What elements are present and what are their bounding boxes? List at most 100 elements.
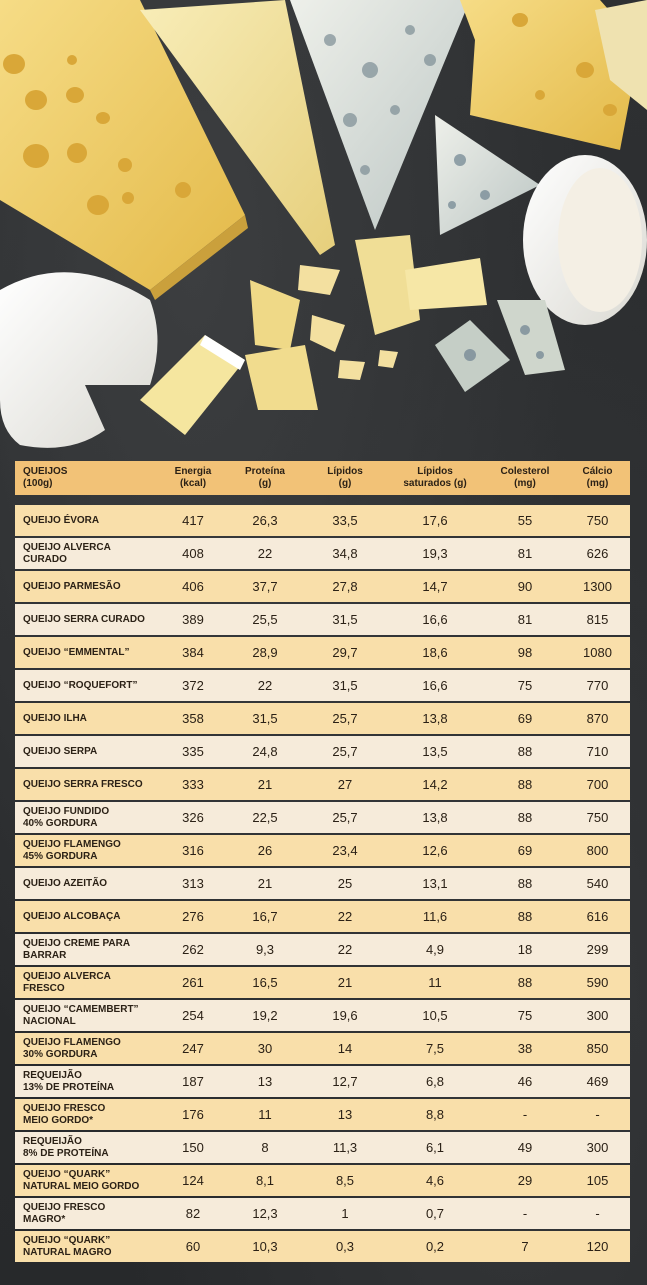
cell-lipidos: 22: [337, 909, 353, 924]
cell-calcio: 120: [586, 1239, 609, 1254]
cell-proteina: 12,3: [252, 1206, 278, 1221]
table-row: QUEIJO ÉVORA 417 26,3 33,5 17,6 55 750: [15, 505, 630, 536]
cell-saturados: 0,7: [425, 1206, 445, 1221]
cell-saturados: 14,7: [422, 579, 448, 594]
cell-colesterol: 98: [517, 645, 533, 660]
cell-colesterol: 88: [517, 810, 533, 825]
cell-proteina: 25,5: [252, 612, 278, 627]
cell-energia: 82: [185, 1206, 201, 1221]
cheese-name: QUEIJO SERRA CURADO: [23, 613, 145, 625]
cell-proteina: 16,7: [252, 909, 278, 924]
cell-colesterol: 7: [521, 1239, 529, 1254]
cheese-name: QUEIJO ALCOBAÇA: [23, 910, 121, 922]
cheese-name: QUEIJO “CAMEMBERT” NACIONAL: [23, 1003, 139, 1027]
cell-saturados: 17,6: [422, 513, 448, 528]
table-row: REQUEIJÃO 13% DE PROTEÍNA 187 13 12,7 6,8 46 4…: [15, 1066, 630, 1097]
cell-colesterol: 88: [517, 909, 533, 924]
cheese-name: REQUEIJÃO 8% DE PROTEÍNA: [23, 1135, 109, 1159]
cheese-name: QUEIJO ALVERCA FRESCO: [23, 970, 111, 994]
cheese-name: QUEIJO FRESCO MEIO GORDO*: [23, 1102, 106, 1126]
cell-lipidos: 8,5: [335, 1173, 355, 1188]
cell-proteina: 24,8: [252, 744, 278, 759]
cell-proteina: 16,5: [252, 975, 278, 990]
cell-energia: 124: [182, 1173, 204, 1188]
cheese-name: QUEIJO AZEITÃO: [23, 877, 108, 889]
cell-lipidos: 27,8: [332, 579, 358, 594]
table-row: QUEIJO SERRA CURADO 389 25,5 31,5 16,6 81 815: [15, 604, 630, 635]
cell-lipidos: 13: [337, 1107, 353, 1122]
table-row: QUEIJO “ROQUEFORT” 372 22 31,5 16,6 75 770: [15, 670, 630, 701]
cell-lipidos: 25: [337, 876, 353, 891]
cell-calcio: 750: [586, 810, 609, 825]
cheese-name: QUEIJO SERRA FRESCO: [23, 778, 143, 790]
cell-energia: 60: [185, 1239, 201, 1254]
cell-calcio: 850: [586, 1041, 609, 1056]
cell-proteina: 31,5: [252, 711, 278, 726]
cell-energia: 335: [182, 744, 204, 759]
table-row: QUEIJO “QUARK” NATURAL MAGRO 60 10,3 0,3 0,2…: [15, 1231, 630, 1262]
header-protein: Proteína (g): [244, 466, 285, 489]
table-row: QUEIJO FUNDIDO 40% GORDURA 326 22,5 25,7 13,…: [15, 802, 630, 833]
cell-saturados: 16,6: [422, 612, 448, 627]
cell-lipidos: 25,7: [332, 744, 358, 759]
cell-proteina: 21: [257, 876, 273, 891]
cell-calcio: 870: [586, 711, 609, 726]
cell-saturados: 13,8: [422, 711, 448, 726]
cell-colesterol: 88: [517, 744, 533, 759]
cell-energia: 261: [182, 975, 204, 990]
cheese-name: QUEIJO “ROQUEFORT”: [23, 679, 138, 691]
cell-colesterol: 18: [517, 942, 533, 957]
table-row: REQUEIJÃO 8% DE PROTEÍNA 150 8 11,3 6,1 49 300: [15, 1132, 630, 1163]
cell-energia: 316: [182, 843, 204, 858]
cell-proteina: 26: [257, 843, 273, 858]
cheese-name: QUEIJO “EMMENTAL”: [23, 646, 130, 658]
cell-calcio: -: [595, 1107, 600, 1122]
table-row: QUEIJO FLAMENGO 45% GORDURA 316 26 23,4 12,6…: [15, 835, 630, 866]
cell-colesterol: 49: [517, 1140, 533, 1155]
cell-proteina: 19,2: [252, 1008, 278, 1023]
cell-saturados: 12,6: [422, 843, 448, 858]
cell-lipidos: 12,7: [332, 1074, 358, 1089]
cell-lipidos: 27: [337, 777, 353, 792]
cell-lipidos: 33,5: [332, 513, 358, 528]
cheese-name: QUEIJO SERPA: [23, 745, 98, 757]
cell-calcio: 770: [586, 678, 609, 693]
header-calcium: Cálcio (mg): [582, 466, 613, 489]
cell-energia: 408: [182, 546, 204, 561]
cell-lipidos: 22: [337, 942, 353, 957]
table-row: QUEIJO FRESCO MAGRO* 82 12,3 1 0,7 - -: [15, 1198, 630, 1229]
header-energy: Energia (kcal): [174, 466, 212, 489]
cell-calcio: 616: [586, 909, 609, 924]
cell-energia: 333: [182, 777, 204, 792]
cheese-name: QUEIJO FUNDIDO 40% GORDURA: [23, 805, 110, 829]
cell-energia: 276: [182, 909, 204, 924]
cell-colesterol: 55: [517, 513, 533, 528]
table-row: QUEIJO SERRA FRESCO 333 21 27 14,2 88 700: [15, 769, 630, 800]
cell-colesterol: 38: [517, 1041, 533, 1056]
cell-energia: 372: [182, 678, 204, 693]
cell-proteina: 8,1: [255, 1173, 275, 1188]
table-row: QUEIJO SERPA 335 24,8 25,7 13,5 88 710: [15, 736, 630, 767]
cell-calcio: 299: [586, 942, 609, 957]
cheese-name: QUEIJO ILHA: [23, 712, 87, 724]
table-row: QUEIJO FLAMENGO 30% GORDURA 247 30 14 7,5 38 8…: [15, 1033, 630, 1064]
cell-saturados: 0,2: [425, 1239, 445, 1254]
cell-proteina: 30: [257, 1041, 273, 1056]
cell-calcio: 626: [586, 546, 609, 561]
cell-proteina: 11: [258, 1107, 272, 1122]
table-row: QUEIJO “CAMEMBERT” NACIONAL 254 19,2 19,6 10…: [15, 1000, 630, 1031]
cell-proteina: 22,5: [252, 810, 278, 825]
cell-colesterol: -: [522, 1107, 528, 1122]
cell-energia: 384: [182, 645, 204, 660]
cell-saturados: 11,6: [422, 909, 448, 924]
cell-colesterol: 81: [517, 612, 533, 627]
cell-proteina: 10,3: [252, 1239, 278, 1254]
cell-energia: 150: [182, 1140, 204, 1155]
cell-saturados: 19,3: [422, 546, 448, 561]
cell-calcio: 105: [586, 1173, 609, 1188]
cell-colesterol: 75: [517, 678, 533, 693]
cheese-name: QUEIJO FLAMENGO 30% GORDURA: [23, 1036, 121, 1060]
cell-saturados: 13,8: [422, 810, 448, 825]
table-row: QUEIJO FRESCO MEIO GORDO* 176 11 13 8,8 - -: [15, 1099, 630, 1130]
cell-proteina: 26,3: [252, 513, 278, 528]
